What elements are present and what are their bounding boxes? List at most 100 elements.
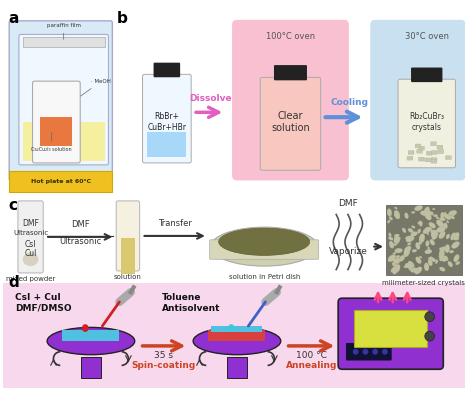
FancyBboxPatch shape [408,151,414,154]
FancyBboxPatch shape [431,158,437,162]
Circle shape [363,349,368,354]
Bar [386,205,462,275]
Ellipse shape [395,248,402,253]
Ellipse shape [439,267,445,271]
Text: 100°C oven: 100°C oven [266,33,315,42]
Ellipse shape [428,222,436,228]
Ellipse shape [454,232,459,240]
Bar [354,310,427,347]
Ellipse shape [394,213,398,217]
Ellipse shape [228,324,235,332]
Ellipse shape [424,207,429,215]
Ellipse shape [389,217,393,220]
Ellipse shape [428,249,430,252]
Ellipse shape [451,235,459,241]
Ellipse shape [399,255,405,262]
Ellipse shape [427,232,429,235]
Text: a: a [8,11,18,26]
Text: mixed powder: mixed powder [6,276,55,282]
FancyBboxPatch shape [33,81,80,163]
Ellipse shape [82,324,89,332]
Circle shape [425,331,435,341]
FancyBboxPatch shape [143,74,191,163]
Ellipse shape [392,259,400,264]
Text: c: c [8,198,17,213]
Ellipse shape [449,250,454,253]
Ellipse shape [398,237,401,241]
Circle shape [425,312,435,321]
Ellipse shape [407,264,409,268]
Ellipse shape [439,246,447,252]
Text: Toluene
Antisolvent: Toluene Antisolvent [162,293,220,313]
Ellipse shape [454,254,459,262]
Text: Cooling: Cooling [331,98,369,107]
Ellipse shape [394,234,400,237]
Ellipse shape [411,226,415,228]
Ellipse shape [450,235,454,240]
Ellipse shape [219,228,310,255]
Ellipse shape [428,257,432,260]
Text: Transfer: Transfer [158,219,192,228]
Ellipse shape [436,220,444,228]
FancyBboxPatch shape [346,343,392,360]
Ellipse shape [416,257,421,264]
FancyBboxPatch shape [427,151,432,155]
Ellipse shape [426,241,429,246]
Ellipse shape [394,210,400,219]
Bar [63,330,119,341]
Ellipse shape [448,210,457,216]
Ellipse shape [423,227,430,234]
Ellipse shape [390,245,393,247]
Ellipse shape [389,233,392,237]
FancyBboxPatch shape [425,158,431,162]
Ellipse shape [388,255,396,262]
FancyBboxPatch shape [419,146,424,150]
Ellipse shape [451,213,455,216]
Ellipse shape [393,263,395,266]
Text: CsI + CuI
DMF/DMSO: CsI + CuI DMF/DMSO [15,293,72,313]
FancyBboxPatch shape [419,157,424,161]
FancyBboxPatch shape [116,201,140,271]
FancyBboxPatch shape [417,149,422,153]
Ellipse shape [406,236,414,242]
Text: DMF: DMF [71,220,90,229]
Ellipse shape [47,327,135,354]
FancyBboxPatch shape [232,20,349,180]
Ellipse shape [405,263,413,268]
Circle shape [353,349,359,354]
Ellipse shape [440,250,445,255]
FancyBboxPatch shape [398,79,456,168]
Text: milimeter-sized crystals: milimeter-sized crystals [383,280,465,286]
Bar [211,326,263,332]
Ellipse shape [414,205,423,211]
Ellipse shape [394,207,397,209]
Ellipse shape [394,235,399,243]
Ellipse shape [396,258,401,261]
Ellipse shape [395,264,400,272]
Ellipse shape [405,247,411,252]
Ellipse shape [447,220,449,223]
Ellipse shape [428,261,431,265]
Text: Rb₂CuBr₃
crystals: Rb₂CuBr₃ crystals [409,112,444,132]
Text: Cs₂Cu₂I₃ solution: Cs₂Cu₂I₃ solution [31,132,71,152]
Text: 30°C oven: 30°C oven [405,33,449,42]
Ellipse shape [450,216,455,219]
Ellipse shape [387,220,390,223]
Text: DMF: DMF [22,219,39,228]
Ellipse shape [444,212,446,215]
Text: b: b [116,11,127,26]
Text: CuI: CuI [24,249,37,258]
Ellipse shape [410,231,418,237]
Ellipse shape [387,209,392,217]
Text: · MeOH: · MeOH [81,79,111,96]
Ellipse shape [436,217,439,219]
FancyBboxPatch shape [431,159,437,163]
Ellipse shape [430,257,436,262]
Bar [23,122,105,161]
Ellipse shape [418,229,421,233]
Ellipse shape [439,250,443,256]
Ellipse shape [435,259,438,262]
Ellipse shape [411,211,415,213]
Ellipse shape [439,231,446,239]
Ellipse shape [426,210,432,215]
